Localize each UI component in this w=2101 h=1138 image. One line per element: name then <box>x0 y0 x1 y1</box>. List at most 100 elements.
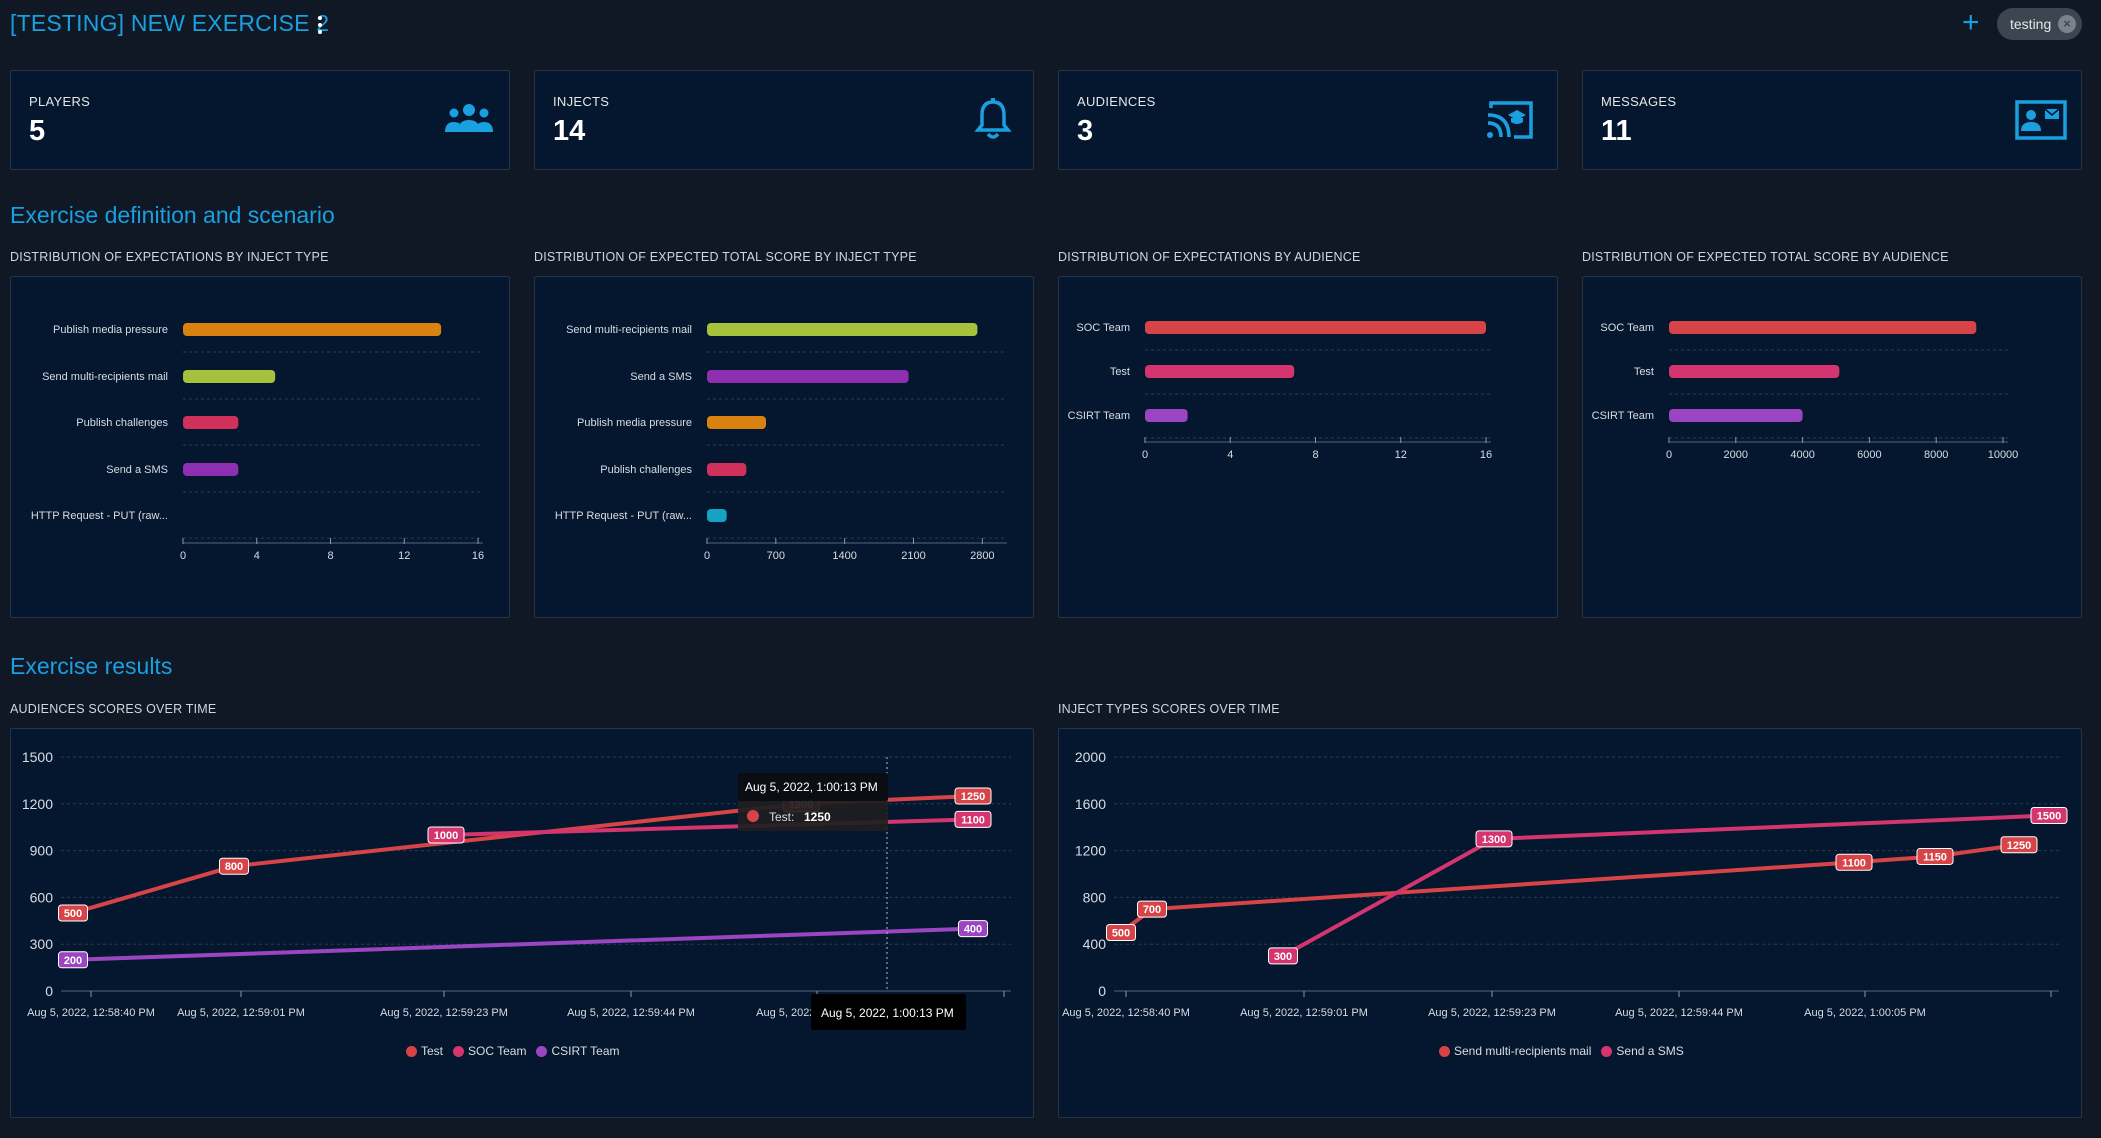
category-label: Publish challenges <box>76 417 168 429</box>
page-title: [TESTING] NEW EXERCISE 2 <box>10 10 330 36</box>
bar <box>183 463 239 476</box>
section-title-results: Exercise results <box>10 653 173 679</box>
y-tick-label: 1500 <box>22 749 53 765</box>
y-tick-label: 1200 <box>22 796 53 812</box>
bar <box>707 416 766 429</box>
x-tick-label: 0 <box>1142 449 1148 461</box>
data-label: 1250 <box>961 791 985 803</box>
add-tag-button[interactable]: + <box>1962 6 1980 39</box>
series-line <box>71 926 975 962</box>
bar-chart-expectations-by-inject: Publish media pressure Send multi-recipie… <box>31 323 484 562</box>
more-options-icon[interactable] <box>313 14 327 38</box>
legend-item[interactable]: Send a SMS <box>1601 1044 1684 1058</box>
chart-title: DISTRIBUTION OF EXPECTED TOTAL SCORE BY … <box>1582 250 1949 264</box>
x-tick-label: 0 <box>180 550 186 562</box>
category-label: Send multi-recipients mail <box>42 371 168 383</box>
tooltip-body-box <box>738 801 888 831</box>
bar <box>1145 409 1188 422</box>
chart-legend: Test SOC Team CSIRT Team <box>406 1044 620 1058</box>
x-tick-label: 1400 <box>832 550 856 562</box>
x-tick-label: 4 <box>254 550 260 562</box>
chart-card: SOC Team Test CSIRT Team 0 4 8 12 16 <box>1058 276 1558 618</box>
data-label-box <box>1106 924 1136 941</box>
data-label: 800 <box>225 861 243 873</box>
data-label: 200 <box>64 955 82 967</box>
players-icon <box>445 104 493 132</box>
x-tick-label: 6000 <box>1857 449 1881 461</box>
stat-label: INJECTS <box>553 94 610 109</box>
line-chart-audiences-scores: 0 300 600 900 1200 1500 Aug 5, 2022, 12:58:40 … <box>22 749 1011 1030</box>
line-chart-inject-types-scores: 0 400 800 1200 1600 2000 Aug 5, 2022, 12:58:40… <box>1062 749 2068 1019</box>
data-label-box <box>954 810 992 828</box>
chart-card: Publish media pressure Send multi-recipie… <box>10 276 510 618</box>
category-label: HTTP Request - PUT (raw... <box>555 510 692 522</box>
data-label-box <box>427 826 465 844</box>
audience-cast-icon <box>1487 101 1533 139</box>
crosshair-label-box <box>811 994 966 1030</box>
remove-tag-icon[interactable]: × <box>2058 15 2076 33</box>
tooltip-series: Test: <box>769 810 794 824</box>
category-label: CSIRT Team <box>1068 410 1130 422</box>
data-label-box <box>1475 830 1513 848</box>
category-label: Send a SMS <box>630 371 692 383</box>
bar <box>1669 321 1977 334</box>
data-label: 1300 <box>1482 834 1506 846</box>
data-label: 300 <box>1274 951 1292 963</box>
bar <box>707 509 727 522</box>
chart-card: 0 300 600 900 1200 1500 Aug 5, 2022, 12:58:40 … <box>10 728 1034 1118</box>
data-label-box <box>958 920 988 938</box>
x-tick-label: 16 <box>472 550 484 562</box>
x-tick-label: 700 <box>767 550 785 562</box>
data-label-box <box>1268 947 1298 965</box>
legend-item[interactable]: CSIRT Team <box>536 1044 620 1058</box>
data-label-box <box>1835 853 1873 871</box>
y-tick-label: 1200 <box>1075 843 1106 859</box>
bar-chart-score-by-inject: Send multi-recipients mail Send a SMS Publ… <box>555 323 1007 562</box>
data-label: 500 <box>1112 928 1130 940</box>
x-tick-label: 12 <box>398 550 410 562</box>
stat-value: 11 <box>1601 115 1632 147</box>
chart-title: DISTRIBUTION OF EXPECTATIONS BY AUDIENCE <box>1058 250 1361 264</box>
chart-card: SOC Team Test CSIRT Team 0 2000 4000 6000 8000 1… <box>1582 276 2082 618</box>
data-label-box <box>58 951 88 969</box>
y-tick-label: 1600 <box>1075 796 1106 812</box>
data-label-box <box>1916 847 1954 865</box>
contact-mail-icon <box>2015 100 2067 140</box>
data-label: 400 <box>964 924 982 936</box>
legend-label: Test <box>421 1044 444 1058</box>
data-label-box <box>2030 807 2068 824</box>
legend-item[interactable]: SOC Team <box>453 1044 526 1058</box>
legend-item[interactable]: Test <box>406 1044 443 1058</box>
data-label: 1250 <box>2007 840 2031 852</box>
chart-legend: Send multi-recipients mail Send a SMS <box>1439 1044 1684 1058</box>
category-label: SOC Team <box>1076 322 1130 334</box>
legend-label: Send multi-recipients mail <box>1454 1044 1592 1058</box>
category-label: Send multi-recipients mail <box>566 324 692 336</box>
y-tick-label: 0 <box>45 983 53 999</box>
category-label: Send a SMS <box>106 464 168 476</box>
tag-chip[interactable]: testing × <box>1997 8 2082 40</box>
data-label-box <box>58 904 88 922</box>
legend-item[interactable]: Send multi-recipients mail <box>1439 1044 1591 1058</box>
data-label-box <box>954 787 992 805</box>
bar <box>1669 409 1803 422</box>
x-tick-label: 0 <box>704 550 710 562</box>
x-tick-label: Aug 5, 2022, 12:59:44 PM <box>567 1007 695 1019</box>
data-label: 500 <box>64 908 82 920</box>
chart-title: INJECT TYPES SCORES OVER TIME <box>1058 702 1280 716</box>
x-tick-label: Aug 5, 2022, 12:59:01 PM <box>177 1007 305 1019</box>
bell-icon <box>974 98 1012 139</box>
data-label: 1500 <box>2037 811 2061 823</box>
tooltip-value: 1250 <box>804 810 831 824</box>
category-label: Publish media pressure <box>577 417 692 429</box>
x-tick-label: Aug 5, 2022, 1:00:05 PM <box>1804 1007 1926 1019</box>
x-tick-label: 10000 <box>1988 449 2019 461</box>
series-line <box>1281 813 2051 958</box>
x-tick-label: Aug 5, 2022, 12:59:23 PM <box>380 1007 508 1019</box>
category-label: Test <box>1110 366 1130 378</box>
legend-label: Send a SMS <box>1616 1044 1684 1058</box>
category-label: SOC Team <box>1600 322 1654 334</box>
x-tick-label: 8 <box>327 550 333 562</box>
stat-label: PLAYERS <box>29 94 91 109</box>
bar <box>707 463 747 476</box>
